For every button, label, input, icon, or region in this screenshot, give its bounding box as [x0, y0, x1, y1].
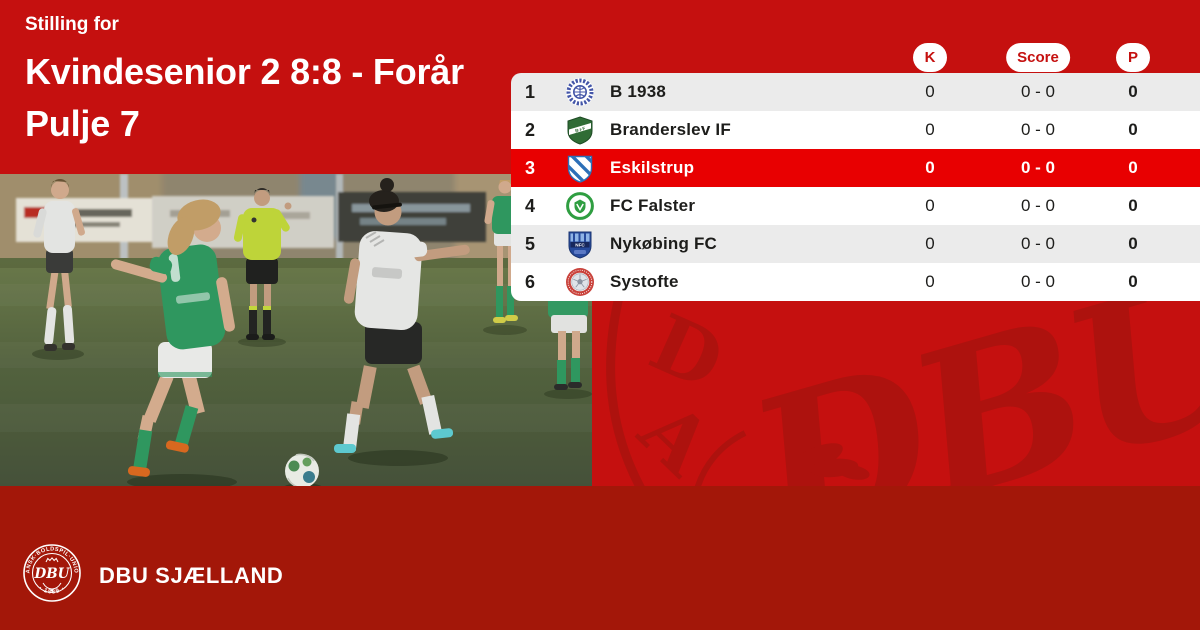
eyebrow-label: Stilling for [25, 14, 119, 35]
position-cell: 4 [524, 195, 535, 216]
watermark-monogram: DBU [723, 301, 1200, 486]
systofte-crest-icon [549, 267, 610, 297]
fc-falster-crest-icon [549, 191, 610, 221]
org-row: DANSK·BOLDSPIL·UNION · 1889 · DBU DBU SJ… [20, 539, 284, 608]
team-name: Nykøbing FC [610, 234, 718, 253]
table-row: 2 B·I·F Branderslev IF 0 0 - 0 0 [511, 111, 1200, 149]
watermark-ring-letter: A [621, 385, 730, 486]
points-cell: 0 [1128, 272, 1138, 291]
score-cell: 0 - 0 [1020, 120, 1056, 139]
standings-table: K Score P 1 B 1938 0 0 - 0 0 2 [511, 43, 1200, 301]
table-row: 5 NFC Nykøbing FC 0 0 - 0 0 [511, 225, 1200, 263]
matches-cell: 0 [925, 158, 935, 177]
player-white-kit-left [32, 179, 85, 360]
score-cell: 0 - 0 [1020, 158, 1056, 177]
points-cell: 0 [1128, 82, 1138, 101]
points-cell: 0 [1128, 120, 1138, 139]
nykobing-fc-crest-icon: NFC [549, 229, 610, 259]
team-name: FC Falster [610, 196, 696, 215]
matches-cell: 0 [925, 234, 935, 253]
footer-bar: DANSK·BOLDSPIL·UNION · 1889 · DBU DBU SJ… [0, 486, 1200, 630]
score-cell: 0 - 0 [1020, 234, 1056, 253]
eskilstrup-crest-icon [549, 153, 610, 183]
crest-monogram: DBU [34, 566, 71, 582]
table-row: 4 FC Falster 0 0 - 0 0 [511, 187, 1200, 225]
position-cell: 5 [524, 233, 535, 254]
page-title-line1: Kvindesenior 2 8:8 - Forår [25, 51, 464, 92]
matches-cell: 0 [925, 82, 935, 101]
page-title-line2: Pulje 7 [25, 103, 140, 144]
column-badge-k: K [913, 43, 947, 72]
points-cell: 0 [1128, 234, 1138, 253]
score-cell: 0 - 0 [1020, 272, 1056, 291]
dbu-crest-logo: DANSK·BOLDSPIL·UNION · 1889 · DBU [20, 539, 82, 608]
player-green-kit-main [110, 199, 237, 486]
standings-rows: 1 B 1938 0 0 - 0 0 2 B·I·F [511, 73, 1200, 301]
table-row: 1 B 1938 0 0 - 0 0 [511, 73, 1200, 111]
column-badge-p: P [1116, 43, 1150, 72]
svg-text:NFC: NFC [575, 242, 585, 247]
team-name: B 1938 [610, 82, 667, 101]
b1938-crest-icon [549, 77, 610, 107]
points-cell: 0 [1128, 158, 1138, 177]
position-cell: 3 [524, 157, 535, 178]
table-row-highlighted: 3 Eskilstrup 0 0 - 0 0 [511, 149, 1200, 187]
page-title: Kvindesenior 2 8:8 - Forår Pulje 7 [25, 46, 464, 150]
points-cell: 0 [1128, 196, 1138, 215]
matches-cell: 0 [925, 120, 935, 139]
position-cell: 6 [524, 271, 535, 292]
score-cell: 0 - 0 [1020, 82, 1056, 101]
score-cell: 0 - 0 [1020, 196, 1056, 215]
dbu-crest-watermark: D A N DBU [593, 301, 1200, 486]
org-name: DBU SJÆLLAND [99, 562, 284, 588]
matches-cell: 0 [925, 272, 935, 291]
matches-cell: 0 [925, 196, 935, 215]
team-name: Systofte [610, 272, 679, 291]
column-badges: K Score P [511, 43, 1200, 73]
match-photo [0, 174, 592, 486]
position-cell: 1 [524, 81, 535, 102]
football [284, 453, 322, 486]
referee [233, 188, 292, 347]
branderslev-crest-icon: B·I·F [549, 115, 610, 145]
player-white-kit-main [334, 178, 470, 466]
header: Stilling for Kvindesenior 2 8:8 - Forår … [25, 14, 464, 150]
position-cell: 2 [524, 119, 535, 140]
team-name: Branderslev IF [610, 120, 731, 139]
column-badge-score: Score [1006, 43, 1070, 72]
svg-text:B·I·F: B·I·F [574, 126, 586, 134]
team-name: Eskilstrup [610, 158, 695, 177]
table-row: 6 Systofte 0 0 - 0 0 [511, 263, 1200, 301]
